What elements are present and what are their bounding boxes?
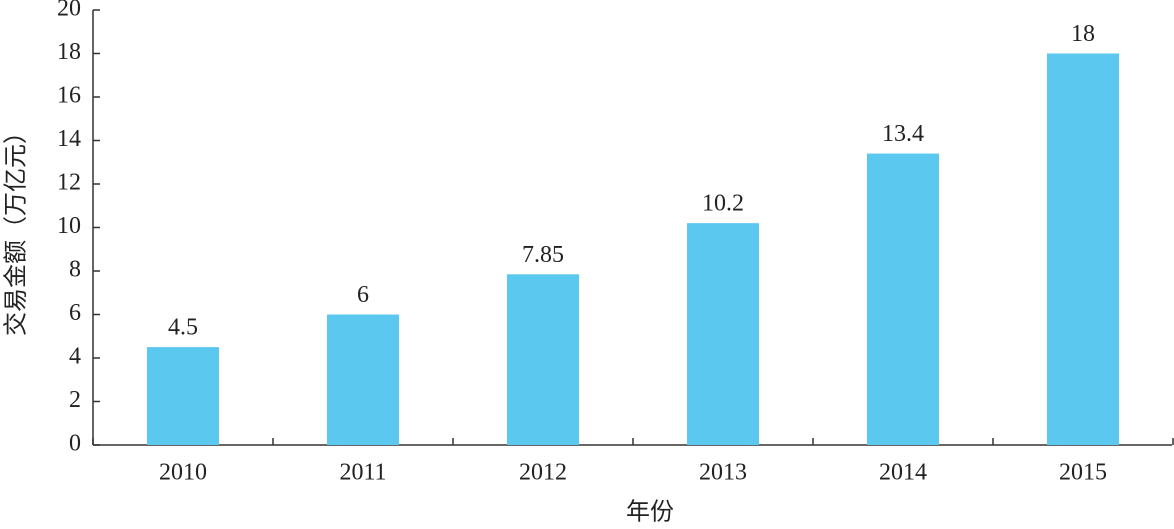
data-label: 4.5 (168, 315, 198, 341)
bar (867, 153, 939, 446)
y-axis-title: 交易金额（万亿元） (3, 120, 30, 336)
y-tick-label: 14 (57, 126, 81, 152)
bar (147, 347, 219, 445)
bar (327, 314, 399, 445)
x-tick-label: 2010 (159, 460, 207, 486)
x-tick-label: 2011 (339, 460, 386, 486)
bar (1047, 53, 1119, 445)
y-tick-label: 0 (69, 431, 81, 457)
x-tick-label: 2012 (519, 460, 567, 486)
x-axis-title: 年份 (626, 499, 674, 526)
data-label: 6 (357, 282, 369, 308)
x-tick-label: 2013 (699, 460, 747, 486)
y-tick-label: 18 (57, 39, 81, 65)
data-label: 7.85 (522, 242, 564, 268)
bar (687, 223, 759, 445)
bar (507, 274, 579, 445)
data-label: 13.4 (882, 121, 924, 147)
y-tick-label: 2 (69, 387, 81, 413)
y-tick-label: 12 (57, 170, 81, 196)
y-tick-label: 6 (69, 300, 81, 326)
y-tick-label: 10 (57, 213, 81, 239)
x-tick-label: 2015 (1059, 460, 1107, 486)
y-tick-label: 20 (57, 0, 81, 22)
y-tick-label: 8 (69, 257, 81, 283)
y-tick-label: 16 (57, 83, 81, 109)
y-tick-label: 4 (69, 344, 81, 370)
data-label: 10.2 (702, 191, 744, 217)
x-tick-label: 2014 (879, 460, 927, 486)
data-label: 18 (1071, 21, 1095, 47)
